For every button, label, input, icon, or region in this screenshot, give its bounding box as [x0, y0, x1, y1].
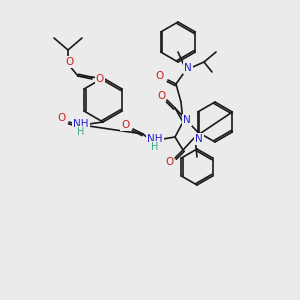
Text: N: N — [183, 115, 191, 125]
Text: N: N — [184, 63, 192, 73]
Text: NH: NH — [73, 119, 89, 129]
Text: O: O — [96, 74, 104, 84]
Text: O: O — [156, 71, 164, 81]
Text: H: H — [151, 142, 159, 152]
Text: O: O — [121, 120, 129, 130]
Text: NH: NH — [147, 134, 163, 144]
Text: O: O — [165, 157, 173, 167]
Text: N: N — [195, 134, 203, 144]
Text: O: O — [157, 91, 165, 101]
Text: O: O — [66, 57, 74, 67]
Text: H: H — [77, 127, 85, 137]
Text: O: O — [57, 113, 65, 123]
